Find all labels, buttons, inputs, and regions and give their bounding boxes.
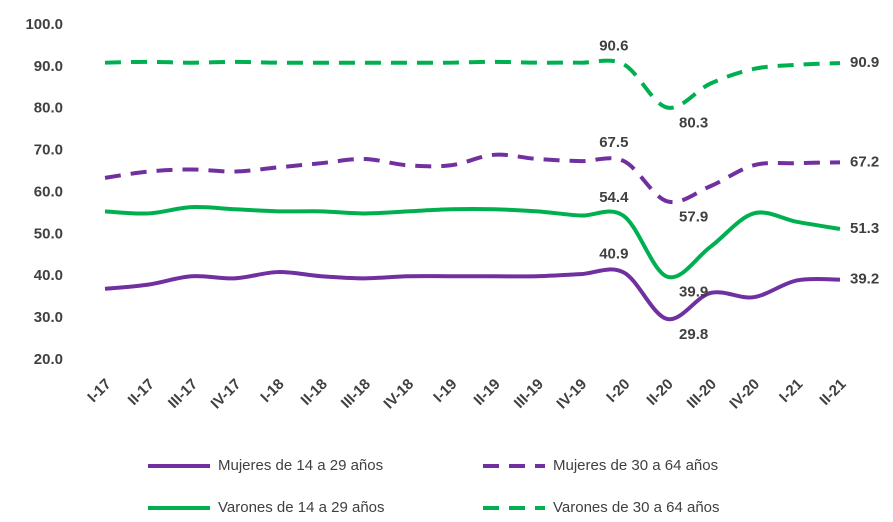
data-label: 67.5 [599,134,628,151]
data-label: 51.3 [850,220,879,237]
y-tick-label: 30.0 [34,309,63,326]
y-tick-label: 50.0 [34,225,63,242]
legend-label: Mujeres de 30 a 64 años [553,457,718,474]
x-tick-label: III-20 [684,376,720,412]
data-label: 80.3 [679,114,708,131]
data-label: 29.8 [679,326,708,343]
x-tick-label: II-19 [471,376,504,409]
x-tick-label: IV-19 [553,376,590,413]
x-tick-label: I-20 [603,376,633,406]
legend-label: Varones de 14 a 29 años [218,499,385,516]
x-tick-label: I-18 [257,376,287,406]
x-tick-label: IV-17 [208,376,245,413]
x-tick-label: III-18 [338,376,374,412]
x-tick-label: II-18 [298,376,331,409]
data-label: 40.9 [599,245,628,262]
y-tick-label: 20.0 [34,351,63,368]
data-label: 54.4 [599,189,629,206]
y-tick-label: 40.0 [34,267,63,284]
series-line [104,205,841,280]
y-tick-label: 60.0 [34,183,63,200]
data-label: 39.9 [679,284,708,301]
x-tick-label: III-17 [165,376,201,412]
legend-label: Mujeres de 14 a 29 años [218,457,383,474]
series-line [104,152,841,205]
data-label: 57.9 [679,208,708,225]
x-tick-label: I-21 [776,376,806,406]
legend-label: Varones de 30 a 64 años [553,499,720,516]
data-label: 39.2 [850,271,879,288]
x-tick-label: II-17 [125,376,158,409]
series-line [104,267,841,321]
x-tick-label: IV-18 [380,376,417,413]
y-tick-label: 70.0 [34,142,63,159]
y-tick-label: 90.0 [34,58,63,75]
x-tick-label: II-21 [816,376,849,409]
y-tick-label: 80.0 [34,100,63,117]
data-label: 67.2 [850,153,879,170]
series-line [104,58,841,110]
x-tick-label: III-19 [511,376,547,412]
x-tick-label: I-17 [84,376,114,406]
x-tick-label: IV-20 [726,376,763,413]
y-tick-label: 100.0 [25,16,63,33]
data-label: 90.9 [850,54,879,71]
data-label: 90.6 [599,37,628,54]
x-tick-label: II-20 [643,376,676,409]
x-tick-label: I-19 [430,376,460,406]
